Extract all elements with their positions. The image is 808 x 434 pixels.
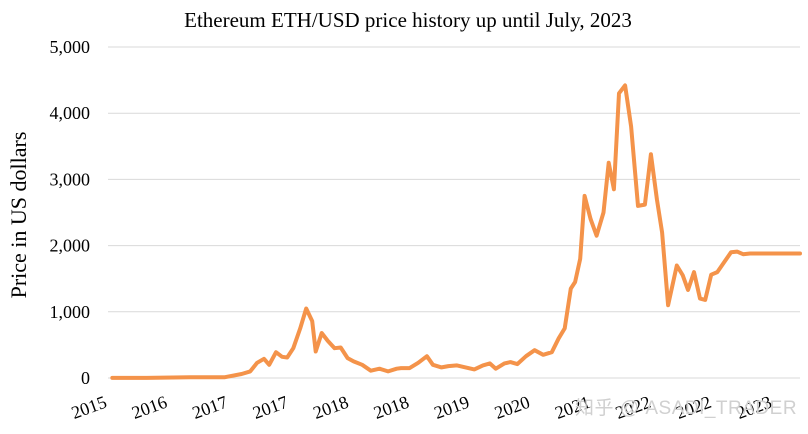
series-lines bbox=[110, 83, 802, 380]
x-tick-label: 2019 bbox=[431, 392, 472, 423]
y-axis-label: Price in US dollars bbox=[6, 132, 31, 299]
x-tick-label: 2020 bbox=[492, 392, 533, 423]
y-tick-label: 1,000 bbox=[50, 302, 91, 322]
x-tick-label: 2017 bbox=[190, 392, 231, 423]
watermark: 知乎 @ ASADI_TRADER bbox=[575, 398, 798, 419]
y-tick-labels: 0 1,000 2,000 3,000 4,000 5,000 bbox=[50, 37, 91, 388]
y-tick-label: 4,000 bbox=[50, 103, 91, 123]
y-tick-label: 2,000 bbox=[50, 236, 91, 256]
x-tick-label: 2016 bbox=[129, 392, 170, 423]
y-tick-label: 5,000 bbox=[50, 37, 91, 57]
series-line bbox=[110, 83, 802, 380]
x-tick-label: 2015 bbox=[69, 392, 110, 423]
x-tick-label: 2017 bbox=[250, 392, 291, 423]
x-tick-label: 2018 bbox=[310, 392, 351, 423]
gridlines bbox=[108, 46, 800, 379]
x-tick-label: 2018 bbox=[371, 392, 412, 423]
y-tick-label: 0 bbox=[81, 368, 90, 388]
chart-title: Ethereum ETH/USD price history up until … bbox=[184, 8, 632, 32]
y-tick-label: 3,000 bbox=[50, 169, 91, 189]
